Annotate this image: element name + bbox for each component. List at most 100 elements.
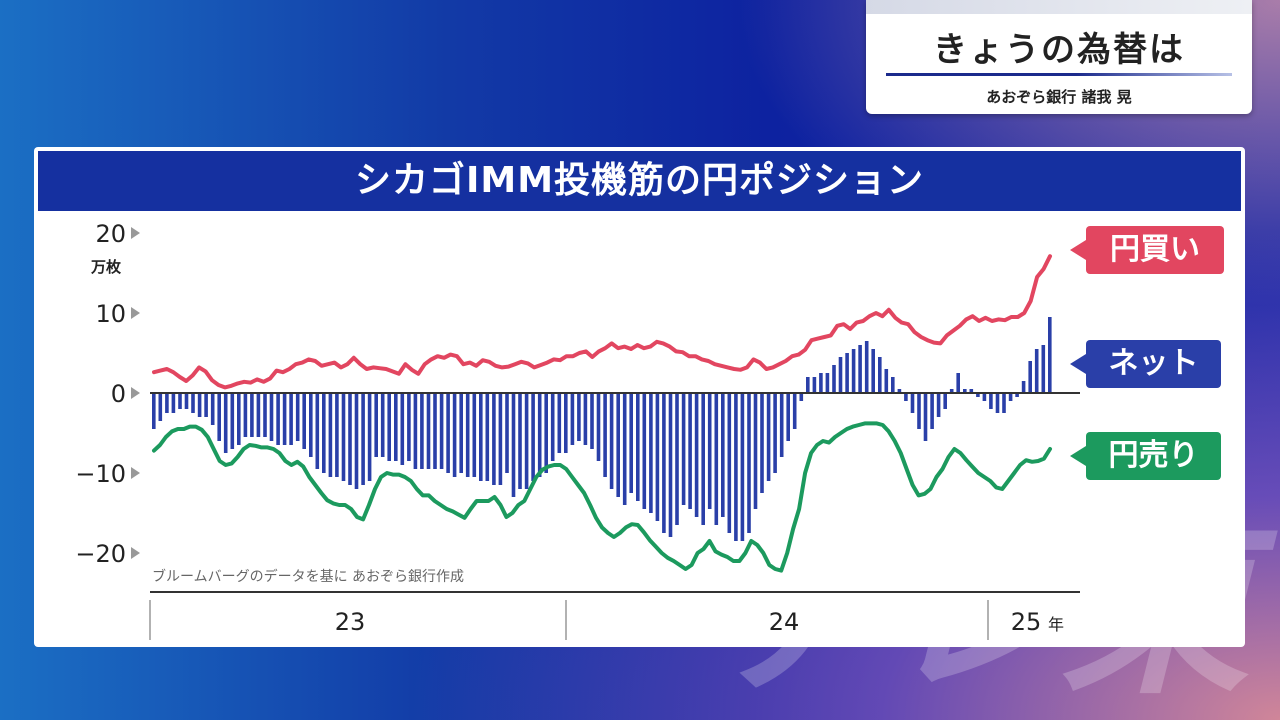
net-position-bar: [531, 393, 535, 481]
net-position-bar: [465, 393, 470, 477]
net-position-bar: [976, 393, 980, 397]
net-position-bar: [675, 393, 679, 525]
net-position-bar: [891, 377, 895, 393]
net-position-bar: [237, 393, 241, 445]
commentator-name: あおぞら銀行 諸我 晃: [986, 88, 1132, 106]
net-position-bar: [727, 393, 732, 533]
net-position-bar: [498, 393, 503, 485]
net-position-bar: [936, 393, 941, 417]
legend-pointer-icon: [1070, 354, 1086, 374]
net-position-bar: [590, 393, 594, 449]
net-position-bar: [433, 393, 437, 469]
net-position-bar: [871, 349, 875, 393]
net-position-bar: [426, 393, 431, 469]
header-divider: [886, 73, 1232, 76]
net-position-bar: [367, 393, 372, 481]
net-position-bar: [1034, 349, 1039, 393]
net-position-bar: [171, 393, 176, 413]
net-position-bar: [956, 373, 960, 393]
legend-label-yen-sell: 円売り: [1108, 438, 1199, 473]
net-position-bar: [694, 393, 699, 517]
net-position-bar: [518, 393, 522, 489]
net-position-bar: [269, 393, 274, 441]
net-position-bar: [622, 393, 627, 505]
net-position-bar: [786, 393, 790, 441]
net-position-bar: [380, 393, 385, 457]
net-position-bar: [949, 389, 954, 393]
net-position-bar: [747, 393, 751, 533]
net-position-bar: [825, 373, 830, 393]
net-position-bar: [452, 393, 457, 477]
net-position-bar: [662, 393, 666, 533]
net-position-bar: [165, 393, 169, 413]
net-position-bar: [603, 393, 607, 477]
net-position-bar: [230, 393, 235, 449]
y-tick-label: −10: [75, 460, 126, 488]
net-position-bar: [701, 393, 705, 525]
net-position-bar: [649, 393, 653, 513]
net-position-bar: [917, 393, 921, 429]
y-tick-label: −20: [75, 540, 126, 568]
net-position-bar: [204, 393, 208, 417]
net-position-bar: [420, 393, 424, 469]
net-position-bar: [982, 393, 987, 401]
net-position-bar: [864, 341, 869, 393]
net-position-bar: [714, 393, 719, 525]
yen-sell-line: [152, 421, 1052, 573]
legend-tag-net: ネット: [1070, 340, 1221, 388]
net-position-bar: [995, 393, 1000, 413]
net-position-bar: [851, 349, 856, 393]
net-position-bar: [629, 393, 633, 493]
net-position-bar: [1015, 393, 1019, 397]
net-position-bar: [459, 393, 463, 473]
net-position-bar: [1002, 393, 1006, 413]
net-position-bar: [792, 393, 797, 429]
net-position-bar: [1021, 381, 1026, 393]
net-position-bar: [250, 393, 254, 437]
y-tick-arrow-icon: [131, 227, 140, 239]
net-position-bar: [904, 393, 908, 401]
net-position-bar: [577, 393, 581, 441]
net-position-bar: [858, 345, 862, 393]
net-position-bar: [766, 393, 771, 481]
net-position-bar: [878, 357, 882, 393]
net-position-bar: [322, 393, 326, 473]
net-position-bar: [479, 393, 483, 481]
net-position-bar: [544, 393, 548, 473]
net-position-bar: [557, 393, 562, 453]
net-position-bar: [760, 393, 764, 493]
net-position-bar: [328, 393, 333, 477]
net-position-bar: [832, 365, 836, 393]
net-position-bar: [943, 393, 947, 409]
net-position-bar: [688, 393, 692, 509]
chart-panel: シカゴIMM投機筋の円ポジション: [34, 147, 1245, 647]
net-position-bar: [178, 393, 182, 409]
net-position-bar: [707, 393, 712, 509]
net-position-bar: [550, 393, 555, 461]
net-position-bar: [191, 393, 195, 413]
net-position-bar: [210, 393, 215, 425]
net-position-bar: [492, 393, 496, 485]
net-position-bar: [616, 393, 620, 497]
net-position-bar: [361, 393, 365, 485]
x-tick-suffix: 年: [1048, 615, 1064, 634]
net-position-bar: [969, 389, 974, 393]
header-top-band: [866, 0, 1252, 14]
x-tick-label: 23: [335, 608, 366, 636]
net-position-bar: [884, 369, 889, 393]
net-position-bar: [897, 389, 902, 393]
net-position-bar: [348, 393, 352, 485]
net-position-bar: [838, 357, 843, 393]
net-position-bar: [511, 393, 516, 497]
net-position-bar: [282, 393, 287, 445]
net-position-bar: [309, 393, 313, 457]
legend-pointer-icon: [1070, 446, 1086, 466]
net-position-bar: [158, 393, 163, 421]
yen-buy-line: [152, 254, 1052, 390]
net-position-bar: [243, 393, 248, 437]
net-position-bar: [812, 377, 817, 393]
net-position-bar: [256, 393, 261, 437]
net-position-bar: [407, 393, 411, 461]
net-position-bar: [197, 393, 202, 417]
